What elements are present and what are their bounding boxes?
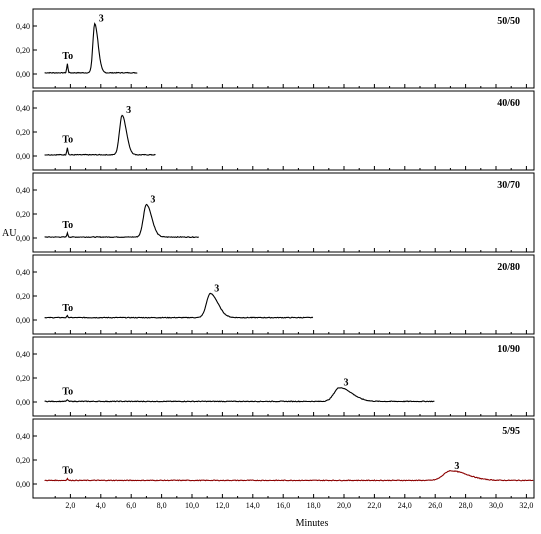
peak-label: 3 bbox=[99, 14, 104, 25]
y-tick-label: 0,40 bbox=[16, 104, 30, 113]
panel-6: 0,00 0,20 0,40 To 3 5/95 bbox=[16, 418, 535, 499]
panel-frame bbox=[32, 254, 535, 335]
panel-frame bbox=[32, 172, 535, 253]
solvent-ratio-label: 50/50 bbox=[497, 16, 520, 27]
peak-label: 3 bbox=[343, 378, 348, 389]
x-tick-label: 4,0 bbox=[96, 501, 106, 510]
peak-label: 3 bbox=[454, 461, 459, 472]
y-tick-label: 0,40 bbox=[16, 350, 30, 359]
panel-frame bbox=[32, 8, 535, 89]
y-tick-label: 0,00 bbox=[16, 398, 30, 407]
x-tick-label: 26,0 bbox=[428, 501, 442, 510]
to-label: To bbox=[62, 51, 73, 62]
panel-2: 0,00 0,20 0,40 To 3 40/60 bbox=[16, 90, 535, 171]
panel-1: 0,00 0,20 0,40 To 3 50/50 bbox=[16, 8, 535, 89]
x-tick-label: 12,0 bbox=[215, 501, 229, 510]
to-label: To bbox=[62, 387, 73, 398]
solvent-ratio-label: 30/70 bbox=[497, 180, 520, 191]
solvent-ratio-label: 40/60 bbox=[497, 98, 520, 109]
x-tick-label: 18,0 bbox=[307, 501, 321, 510]
x-tick-label: 6,0 bbox=[126, 501, 136, 510]
trace-line bbox=[44, 203, 199, 239]
chromatogram-panels: 0,00 0,20 0,40 To 3 50/50 0,00 0,20 0,40 To 3 40/60… bbox=[16, 8, 535, 499]
x-tick-label: 24,0 bbox=[398, 501, 412, 510]
peak-label: 3 bbox=[214, 284, 219, 295]
x-tick-label: 32,0 bbox=[519, 501, 533, 510]
solvent-ratio-label: 20/80 bbox=[497, 262, 520, 273]
y-tick-label: 0,20 bbox=[16, 456, 30, 465]
y-tick-label: 0,00 bbox=[16, 70, 30, 79]
peak-label: 3 bbox=[150, 194, 155, 205]
y-tick-label: 0,40 bbox=[16, 186, 30, 195]
to-label: To bbox=[62, 303, 73, 314]
panel-4: 0,00 0,20 0,40 To 3 20/80 bbox=[16, 254, 535, 335]
y-tick-label: 0,40 bbox=[16, 268, 30, 277]
to-label: To bbox=[62, 135, 73, 146]
x-axis: 2,0 4,0 6,0 8,0 10,0 12,0 14,0 16,0 18,0 20,0 22,0… bbox=[65, 501, 533, 510]
panel-frame bbox=[32, 336, 535, 417]
x-axis-title: Minutes bbox=[296, 518, 329, 529]
panel-frame bbox=[32, 418, 535, 499]
y-tick-label: 0,40 bbox=[16, 432, 30, 441]
x-tick-label: 28,0 bbox=[459, 501, 473, 510]
x-tick-label: 2,0 bbox=[65, 501, 75, 510]
trace-line bbox=[44, 114, 156, 156]
to-label: To bbox=[62, 466, 73, 477]
x-tick-label: 20,0 bbox=[337, 501, 351, 510]
y-tick-label: 0,20 bbox=[16, 46, 30, 55]
y-tick-label: 0,20 bbox=[16, 374, 30, 383]
peak-label: 3 bbox=[126, 105, 131, 116]
y-tick-label: 0,20 bbox=[16, 292, 30, 301]
x-tick-label: 30,0 bbox=[489, 501, 503, 510]
y-axis-title: AU bbox=[2, 228, 17, 239]
y-tick-label: 0,00 bbox=[16, 234, 30, 243]
trace-line bbox=[44, 22, 138, 74]
y-tick-label: 0,40 bbox=[16, 22, 30, 31]
x-tick-label: 22,0 bbox=[367, 501, 381, 510]
x-tick-label: 10,0 bbox=[185, 501, 199, 510]
trace-line bbox=[44, 387, 435, 403]
trace-line bbox=[44, 470, 534, 482]
panel-3: 0,00 0,20 0,40 To 3 30/70 bbox=[16, 172, 535, 253]
to-label: To bbox=[62, 220, 73, 231]
y-tick-label: 0,00 bbox=[16, 480, 30, 489]
y-tick-label: 0,20 bbox=[16, 210, 30, 219]
y-tick-label: 0,00 bbox=[16, 316, 30, 325]
y-tick-label: 0,20 bbox=[16, 128, 30, 137]
trace-line bbox=[44, 292, 314, 319]
solvent-ratio-label: 5/95 bbox=[502, 426, 520, 437]
solvent-ratio-label: 10/90 bbox=[497, 344, 520, 355]
x-tick-label: 14,0 bbox=[246, 501, 260, 510]
x-tick-label: 16,0 bbox=[276, 501, 290, 510]
panel-frame bbox=[32, 90, 535, 171]
panel-5: 0,00 0,20 0,40 To 3 10/90 bbox=[16, 336, 535, 417]
x-tick-label: 8,0 bbox=[157, 501, 167, 510]
y-tick-label: 0,00 bbox=[16, 152, 30, 161]
